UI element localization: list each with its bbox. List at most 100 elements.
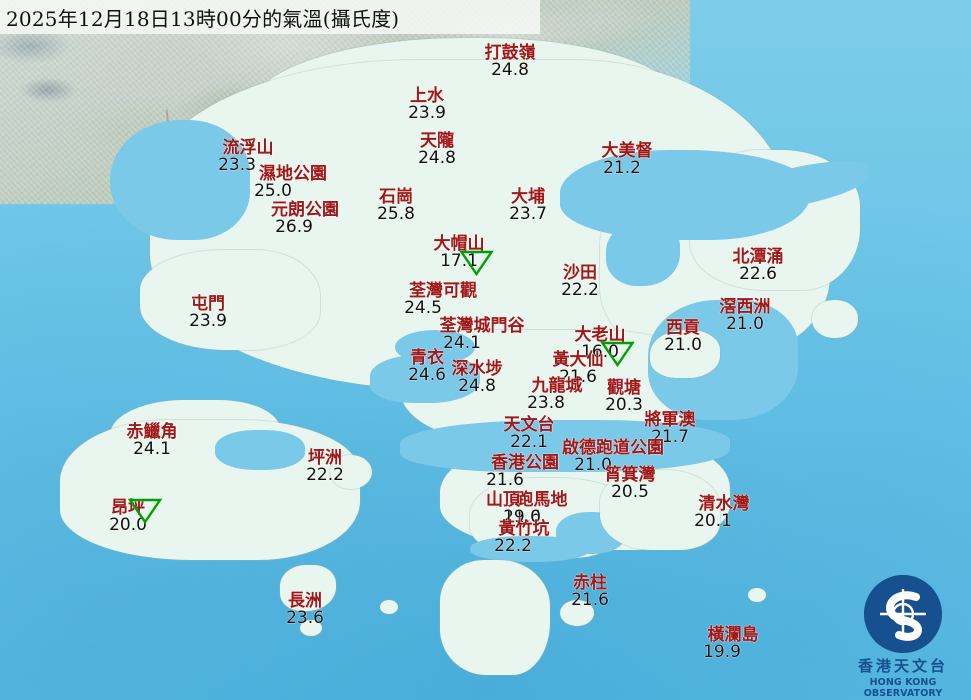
weather-station[interactable]: 滘西洲 21.0 [719,297,771,334]
weather-station[interactable]: 22.2 沙田 [561,263,599,301]
station-temperature-value: 23.9 [408,103,446,124]
weather-station[interactable]: 26.9 元朗公園 [271,200,339,237]
weather-station[interactable]: 23.9 屯門 [189,295,227,331]
station-name: 觀塘 [606,378,641,398]
weather-station[interactable]: 荃灣可觀 24.5 [404,282,477,318]
station-temperature-value: 21.7 [651,427,689,448]
weather-station[interactable]: 21.0 西貢 [664,318,702,356]
station-name: 青衣 [409,348,444,368]
station-temperature-value: 25.0 [254,181,292,202]
station-temperature-value: 21.0 [574,455,612,476]
station-name: 將軍澳 [644,410,696,430]
weather-station[interactable]: 21.2 大美督 [601,141,653,178]
station-name: 赤柱 [572,573,607,593]
station-name: 大美督 [601,141,653,161]
landmass-outer-island-b [560,600,594,626]
weather-station[interactable]: 25.0 濕地公園 [254,164,327,201]
landmass-tuen-mun [140,250,320,350]
station-temperature-value: 24.1 [443,333,481,354]
map-title-bar: 2025年12月18日13時00分的氣溫(攝氏度) [0,0,540,34]
weather-station[interactable]: 23.8 九龍城 [527,376,583,413]
weather-station[interactable]: 20.0 昂坪 [109,498,163,535]
water-three-fathoms-cove [606,222,680,286]
station-temperature-value: 21.6 [559,367,597,388]
station-temperature-value: 22.2 [561,280,599,301]
weather-station[interactable]: 23.7 大埔 [509,188,547,225]
weather-station[interactable]: 19.0 山頂 [465,490,541,527]
weather-station[interactable]: 天文台 22.1 [503,415,555,452]
water-lantau-bay [215,430,305,470]
station-name: 九龍城 [531,376,583,396]
station-name: 跑馬地 [516,490,568,510]
weather-station[interactable]: 上水 23.9 [408,86,446,124]
station-name: 打鼓嶺 [484,43,536,63]
station-temperature-value: 23.7 [509,204,547,225]
station-name: 西貢 [665,318,700,338]
page-title: 2025年12月18日13時00分的氣溫(攝氏度) [6,6,400,31]
water-deep-bay [110,120,250,240]
station-name: 黃竹坑 [498,519,550,539]
weather-station[interactable]: 24.8 天隴 [418,132,456,168]
station-name: 沙田 [562,263,597,283]
station-temperature-value: 17.1 [440,251,478,272]
station-name: 天文台 [503,415,555,435]
weather-station[interactable]: 24.1 赤鱲角 [126,422,178,460]
weather-station[interactable]: 21.6 赤柱 [571,573,609,610]
hko-name-chinese: 香港天文台 [857,657,948,675]
weather-station[interactable]: 深水埗 24.8 [451,359,503,396]
station-temperature-value: 21.0 [664,335,702,356]
weather-station[interactable]: 北潭涌 22.6 [732,247,784,284]
station-name: 深水埗 [451,359,503,379]
landmass-kau-sai-chau [650,330,720,378]
weather-station[interactable]: 香港公園 21.6 [486,454,559,490]
water-victoria-harbour [400,420,730,472]
weather-station[interactable]: 21.0 啟德跑道公園 [562,439,664,475]
station-name: 黃大仙 [552,350,604,370]
weather-station[interactable]: 大帽山 17.1 [434,235,494,277]
weather-station[interactable]: 23.6 長洲 [286,592,324,628]
station-temperature-value: 22.2 [306,465,344,486]
weather-station[interactable]: 24.1 荃灣城門谷 [439,316,525,353]
station-name: 橫瀾島 [707,625,759,645]
station-name: 清水灣 [698,494,750,514]
weather-station[interactable]: 22.2 坪洲 [306,448,344,486]
station-name: 赤鱲角 [126,422,178,442]
landmass-peng-chau [330,455,372,489]
weather-station[interactable]: 流浮山 23.3 [218,138,274,175]
weather-station[interactable]: 青衣 24.6 [408,348,446,385]
station-temperature-value: 19.9 [703,642,741,663]
station-name: 坪洲 [307,448,342,468]
station-temperature-value: 24.1 [133,439,171,460]
station-temperature-value: 23.3 [218,155,256,176]
landmass-waglan-island [748,588,766,602]
weather-station[interactable]: 黃大仙 21.6 [552,350,604,388]
station-name: 荃灣城門谷 [439,316,525,336]
landmass-outer-island-a [812,300,858,338]
weather-station[interactable]: 21.6 跑馬地 [503,490,568,527]
weather-station[interactable]: 20.1 清水灣 [694,494,750,531]
landmass-outer-island-d [380,600,398,614]
weather-station[interactable]: 石崗 25.8 [377,188,415,224]
station-temperature-value: 21.6 [503,507,541,528]
station-name: 濕地公園 [259,164,327,184]
weather-station[interactable]: 打鼓嶺 24.8 [484,43,536,80]
weather-station[interactable]: 20.5 筲箕灣 [604,465,656,503]
station-temperature-value: 21.2 [603,158,641,179]
station-name: 山頂 [485,490,520,510]
station-name: 滘西洲 [719,297,771,317]
station-name: 筲箕灣 [604,465,656,485]
weather-station[interactable]: 22.2 黃竹坑 [494,519,550,556]
weather-station[interactable]: 21.7 將軍澳 [644,410,696,448]
station-temperature-value: 23.8 [527,393,565,414]
station-temperature-value: 22.2 [494,536,532,557]
weather-station[interactable]: 19.9 橫瀾島 [703,625,759,662]
station-name: 元朗公園 [271,200,339,220]
hko-logo: 香港天文台 HONG KONG OBSERVATORY [840,575,966,699]
landmass-lantau-island [60,420,360,560]
weather-station[interactable]: 觀塘 20.3 [605,378,643,415]
station-temperature-value: 20.5 [611,482,649,503]
station-name: 流浮山 [222,138,274,158]
station-name: 北潭涌 [732,247,784,267]
station-name: 上水 [409,86,444,106]
